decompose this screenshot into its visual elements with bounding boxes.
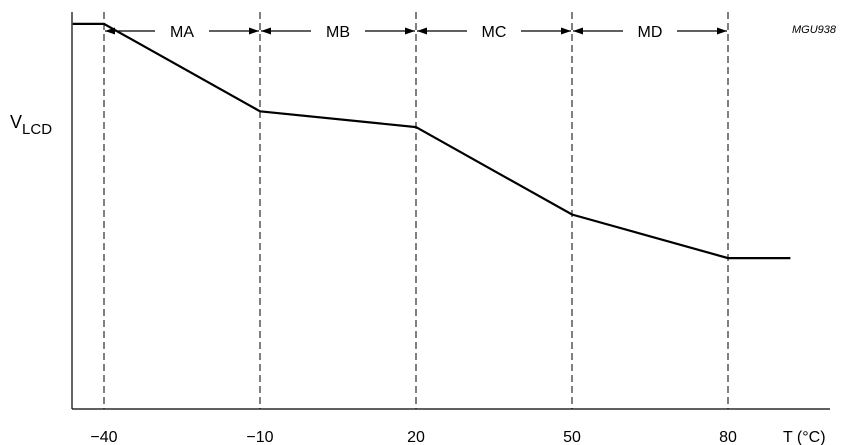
temperature-regions: MA MB MC MD — [105, 24, 727, 41]
figure-id: MGU938 — [792, 24, 837, 36]
region-mc: MC — [417, 24, 571, 41]
region-ma: MA — [105, 24, 259, 41]
x-tick-label: −40 — [90, 429, 117, 445]
series-group — [72, 22, 791, 260]
y-axis-label: VLCD — [10, 112, 52, 138]
region-label: MC — [482, 24, 507, 41]
region-mb: MB — [261, 24, 415, 41]
region-label: MA — [170, 24, 194, 41]
series-line — [72, 22, 791, 260]
region-label: MD — [638, 24, 663, 41]
x-tick-label: 80 — [719, 429, 737, 445]
region-label: MB — [326, 24, 350, 41]
x-axis-label: T (°C) — [783, 429, 826, 445]
x-tick-label: 50 — [563, 429, 581, 445]
x-tick-label: 20 — [407, 429, 425, 445]
grid-lines — [103, 12, 729, 409]
region-md: MD — [573, 24, 727, 41]
y-axis-label-subscript: LCD — [22, 121, 52, 138]
y-axis-label-main: V — [10, 112, 22, 132]
x-tick-label: −10 — [246, 429, 273, 445]
x-tick-labels: −40 −10 20 50 80 — [90, 429, 737, 445]
